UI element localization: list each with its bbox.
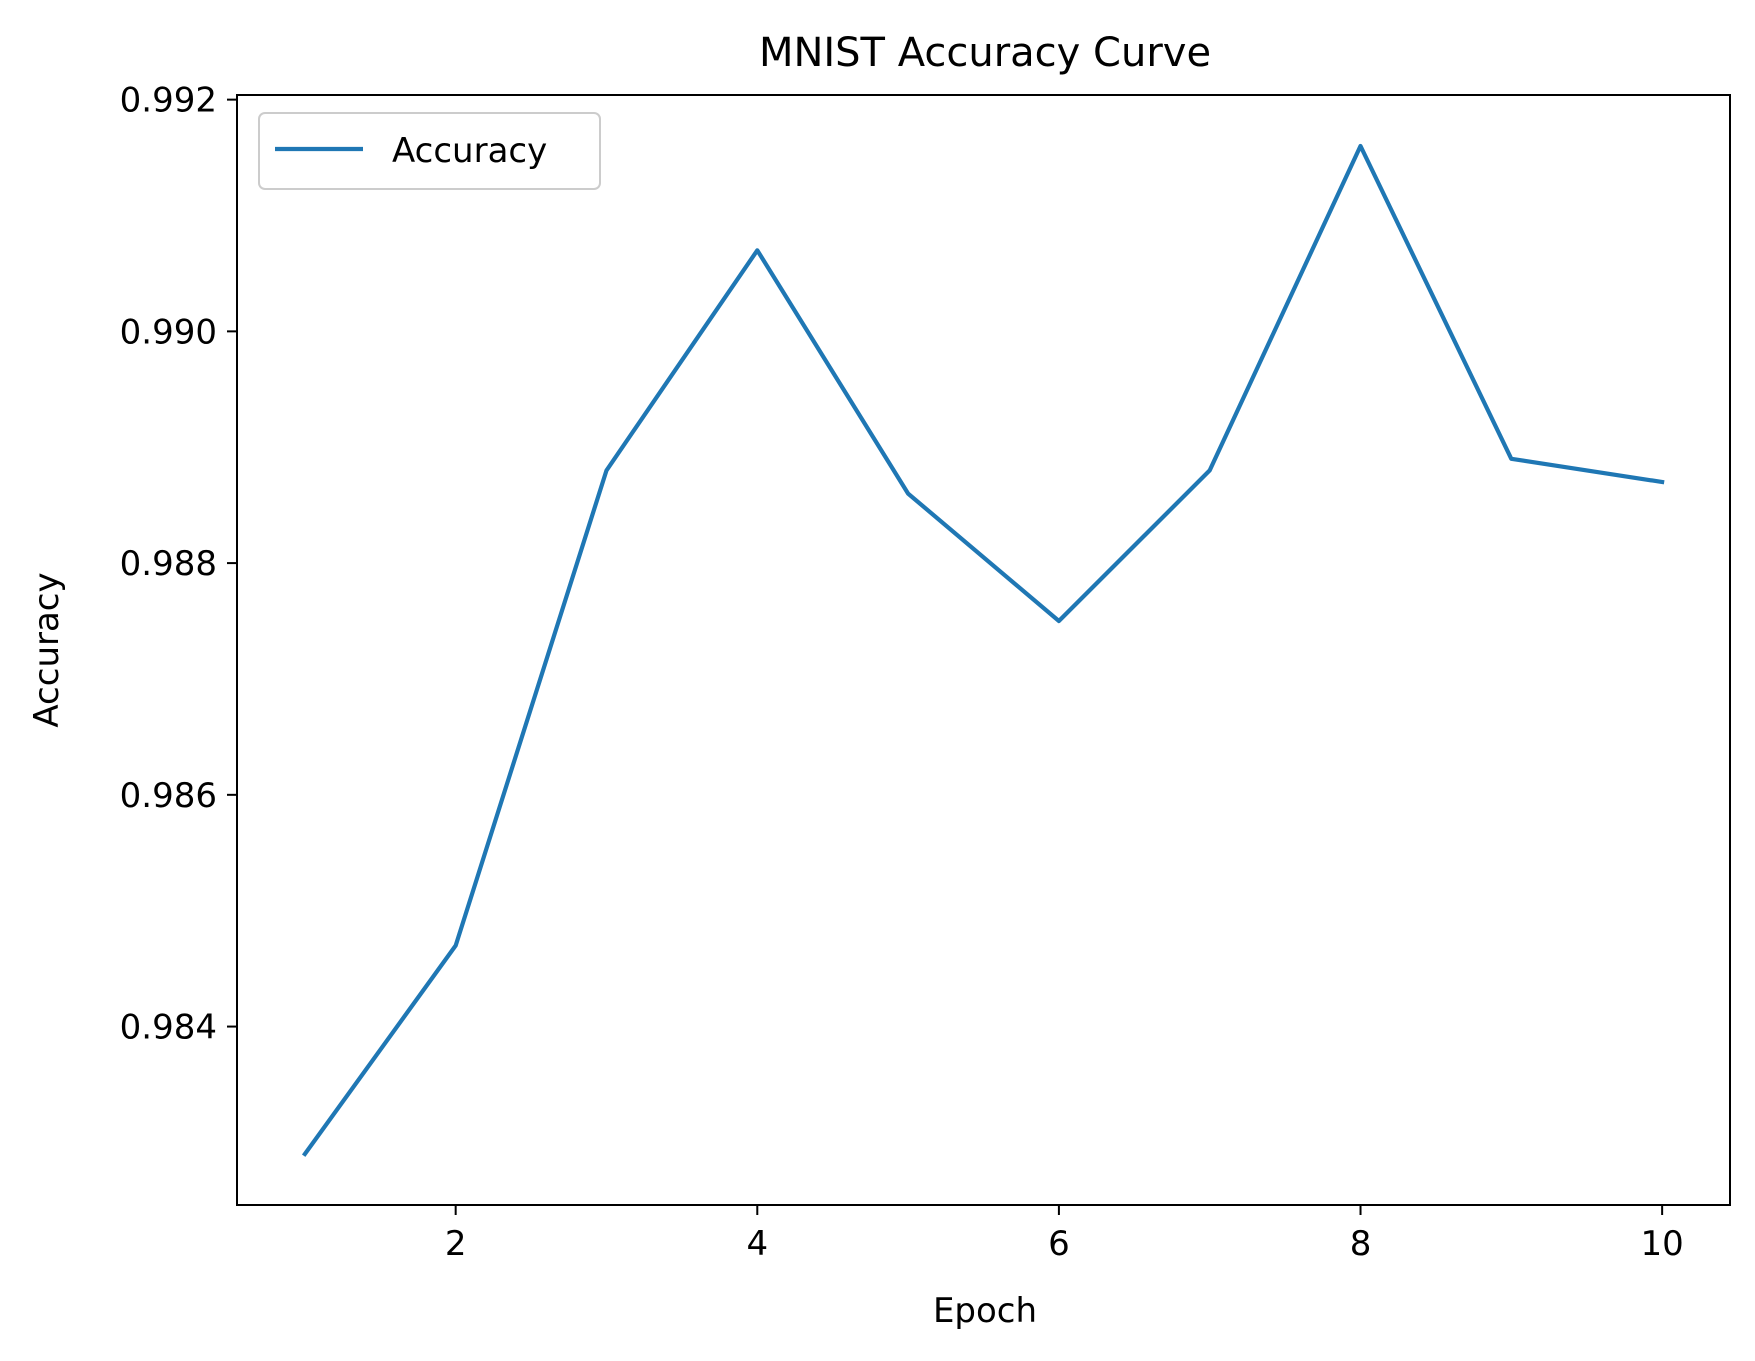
legend-box [258,112,601,190]
y-axis-ticks: 0.984 0.986 0.988 0.990 0.992 [120,81,237,1048]
x-tick-label: 6 [1048,1224,1070,1264]
y-tick-label: 0.992 [120,81,217,121]
x-axis-ticks: 2 4 6 8 10 [445,1205,1684,1264]
y-tick-label: 0.986 [120,776,217,816]
plot-frame [236,94,1731,1206]
x-tick-label: 2 [445,1224,467,1264]
y-axis-label: Accuracy [27,572,67,727]
chart-title: MNIST Accuracy Curve [759,30,1211,76]
x-tick-label: 8 [1350,1224,1372,1264]
y-tick-label: 0.988 [120,544,217,584]
x-tick-label: 10 [1641,1224,1684,1264]
x-tick-label: 4 [746,1224,768,1264]
legend: Accuracy [258,112,601,190]
x-axis-label: Epoch [933,1291,1037,1331]
y-tick-label: 0.984 [120,1008,217,1048]
y-tick-label: 0.990 [120,312,217,352]
legend-label-accuracy: Accuracy [392,131,547,171]
series-line-accuracy [301,143,1665,1157]
